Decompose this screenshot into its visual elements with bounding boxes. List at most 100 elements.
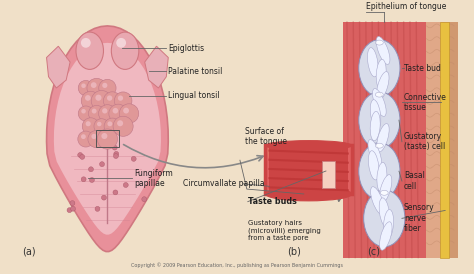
Circle shape	[97, 122, 101, 126]
Circle shape	[107, 95, 112, 101]
Circle shape	[101, 195, 106, 200]
Circle shape	[89, 167, 93, 172]
Circle shape	[81, 91, 100, 110]
Text: Palatine tonsil: Palatine tonsil	[168, 67, 223, 76]
Ellipse shape	[370, 100, 381, 129]
Circle shape	[108, 121, 112, 126]
Bar	[265, 145, 352, 194]
Text: Gustatory hairs
(microvilli) emerging
from a taste pore: Gustatory hairs (microvilli) emerging fr…	[248, 220, 320, 241]
Circle shape	[91, 109, 97, 113]
Circle shape	[113, 190, 118, 195]
Bar	[322, 161, 336, 188]
Circle shape	[97, 129, 118, 149]
Circle shape	[109, 104, 128, 123]
Circle shape	[123, 182, 128, 187]
Bar	[449, 22, 458, 258]
Ellipse shape	[267, 142, 275, 160]
Text: Epiglottis: Epiglottis	[168, 44, 204, 53]
Ellipse shape	[377, 124, 389, 152]
Text: (a): (a)	[22, 247, 36, 257]
Polygon shape	[46, 26, 168, 252]
Ellipse shape	[379, 175, 392, 203]
Circle shape	[101, 133, 108, 139]
Circle shape	[80, 155, 85, 159]
Text: Basal
cell: Basal cell	[404, 171, 425, 191]
Ellipse shape	[332, 142, 340, 160]
Text: Epithelium of tongue: Epithelium of tongue	[365, 2, 446, 11]
Ellipse shape	[81, 38, 91, 48]
Circle shape	[87, 78, 106, 98]
Circle shape	[142, 197, 147, 202]
Circle shape	[81, 134, 86, 139]
Circle shape	[94, 119, 109, 134]
Circle shape	[78, 131, 94, 147]
Ellipse shape	[367, 48, 378, 77]
Ellipse shape	[300, 142, 308, 160]
Ellipse shape	[364, 190, 405, 247]
Circle shape	[131, 156, 136, 161]
Bar	[96, 130, 119, 147]
Ellipse shape	[370, 111, 380, 141]
Ellipse shape	[379, 198, 390, 227]
Ellipse shape	[321, 142, 329, 160]
Circle shape	[67, 208, 72, 213]
Text: Circumvallate papilla: Circumvallate papilla	[183, 179, 264, 188]
Text: Surface of
the tongue: Surface of the tongue	[245, 127, 287, 146]
Ellipse shape	[375, 40, 383, 45]
Circle shape	[81, 109, 86, 113]
Circle shape	[114, 92, 132, 110]
Circle shape	[91, 90, 112, 111]
Text: (c): (c)	[367, 247, 381, 257]
Text: Connective
tissue: Connective tissue	[404, 93, 447, 112]
Circle shape	[85, 95, 91, 101]
Ellipse shape	[310, 142, 319, 160]
Circle shape	[81, 177, 86, 182]
Circle shape	[100, 162, 104, 167]
Circle shape	[113, 108, 118, 113]
Text: Fungiform
papillae: Fungiform papillae	[134, 169, 173, 188]
Bar	[343, 22, 427, 258]
Ellipse shape	[375, 92, 383, 97]
Ellipse shape	[376, 72, 389, 100]
Text: (b): (b)	[287, 247, 301, 257]
Circle shape	[99, 79, 116, 97]
Circle shape	[99, 105, 116, 122]
Ellipse shape	[111, 32, 139, 69]
Ellipse shape	[377, 162, 387, 192]
Circle shape	[78, 153, 82, 158]
Circle shape	[112, 145, 117, 150]
Circle shape	[95, 206, 100, 211]
Circle shape	[117, 120, 123, 126]
Ellipse shape	[265, 141, 352, 150]
Polygon shape	[145, 46, 168, 88]
Circle shape	[104, 118, 120, 135]
Ellipse shape	[380, 222, 392, 250]
Ellipse shape	[368, 151, 379, 180]
Ellipse shape	[373, 89, 386, 116]
Circle shape	[89, 105, 105, 122]
Circle shape	[90, 178, 94, 182]
Circle shape	[81, 84, 86, 88]
Ellipse shape	[359, 40, 400, 97]
Circle shape	[88, 130, 105, 148]
Text: Copyright © 2009 Pearson Education, Inc., publishing as Pearson Benjamin Cumming: Copyright © 2009 Pearson Education, Inc.…	[131, 263, 343, 269]
Ellipse shape	[383, 210, 393, 239]
Circle shape	[113, 153, 118, 158]
Ellipse shape	[278, 142, 286, 160]
Circle shape	[95, 95, 101, 101]
Circle shape	[71, 206, 75, 211]
Ellipse shape	[376, 59, 386, 89]
Text: Taste bud: Taste bud	[404, 64, 441, 73]
Circle shape	[113, 116, 133, 136]
Ellipse shape	[265, 187, 352, 201]
Circle shape	[91, 82, 97, 88]
Ellipse shape	[116, 38, 126, 48]
Ellipse shape	[380, 190, 388, 195]
Ellipse shape	[375, 143, 383, 148]
Ellipse shape	[376, 36, 390, 64]
Circle shape	[86, 121, 91, 126]
Ellipse shape	[359, 92, 400, 149]
Circle shape	[119, 104, 139, 123]
Bar	[427, 22, 456, 258]
Circle shape	[114, 152, 118, 156]
